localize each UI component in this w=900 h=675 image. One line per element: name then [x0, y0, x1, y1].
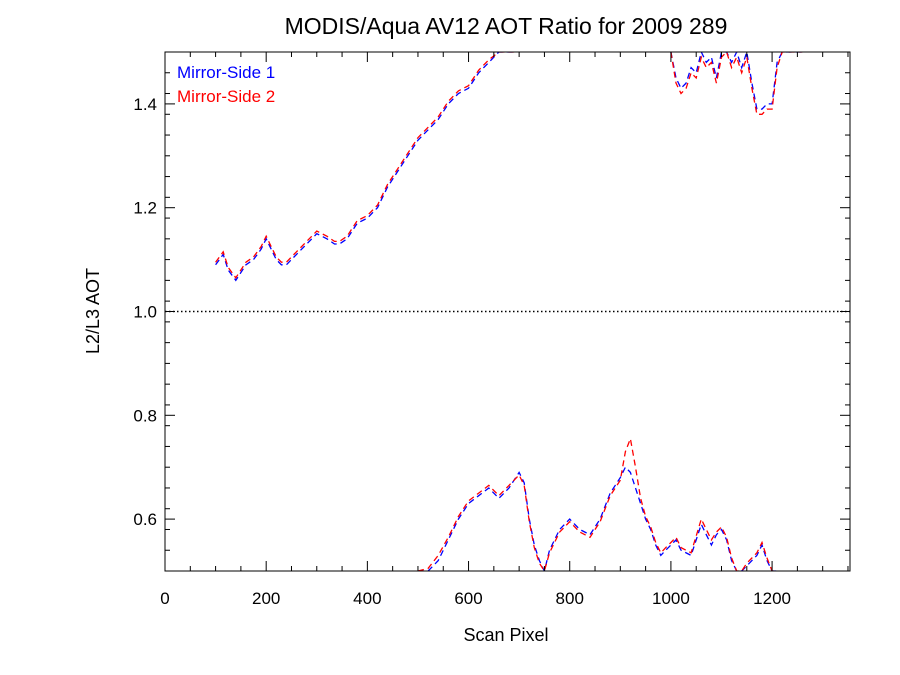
x-tick-label: 800: [556, 589, 584, 608]
x-tick-label: 400: [353, 589, 381, 608]
x-tick-label: 0: [160, 589, 169, 608]
envelope-lower-envelope-series-2: [417, 436, 778, 571]
envelope-upper-envelope-right-series-2: [670, 52, 803, 115]
x-axis-label: Scan Pixel: [463, 625, 548, 645]
x-tick-label: 600: [454, 589, 482, 608]
x-tick-label: 1000: [652, 589, 690, 608]
y-tick-label: 1.4: [133, 95, 157, 114]
envelope-upper-envelope-right-series-1: [670, 52, 803, 110]
plot-frame: [164, 51, 851, 572]
x-tick-label: 1200: [753, 589, 791, 608]
y-tick-label: 1.2: [133, 199, 157, 218]
legend-mirror-side-1: Mirror-Side 1: [177, 63, 275, 82]
envelope-upper-envelope-series-2: [215, 52, 515, 279]
y-axis-label: L2/L3 AOT: [83, 268, 103, 354]
y-tick-label: 1.0: [133, 303, 157, 322]
envelope-upper-envelope-series-1: [215, 52, 515, 282]
y-tick-label: 0.8: [133, 406, 157, 425]
x-axis: 0 200 400 600 800 1000 1200: [160, 52, 849, 608]
legend-mirror-side-2: Mirror-Side 2: [177, 87, 275, 106]
x-tick-label: 200: [252, 589, 280, 608]
y-tick-label: 0.6: [133, 510, 157, 529]
y-axis: 0.6 0.8 1.0 1.2 1.4: [133, 51, 850, 572]
envelope-lines: [215, 52, 803, 571]
scatter-points: [215, 52, 798, 460]
chart-title: MODIS/Aqua AV12 AOT Ratio for 2009 289: [285, 13, 728, 39]
envelope-lower-envelope-series-1: [418, 466, 778, 571]
